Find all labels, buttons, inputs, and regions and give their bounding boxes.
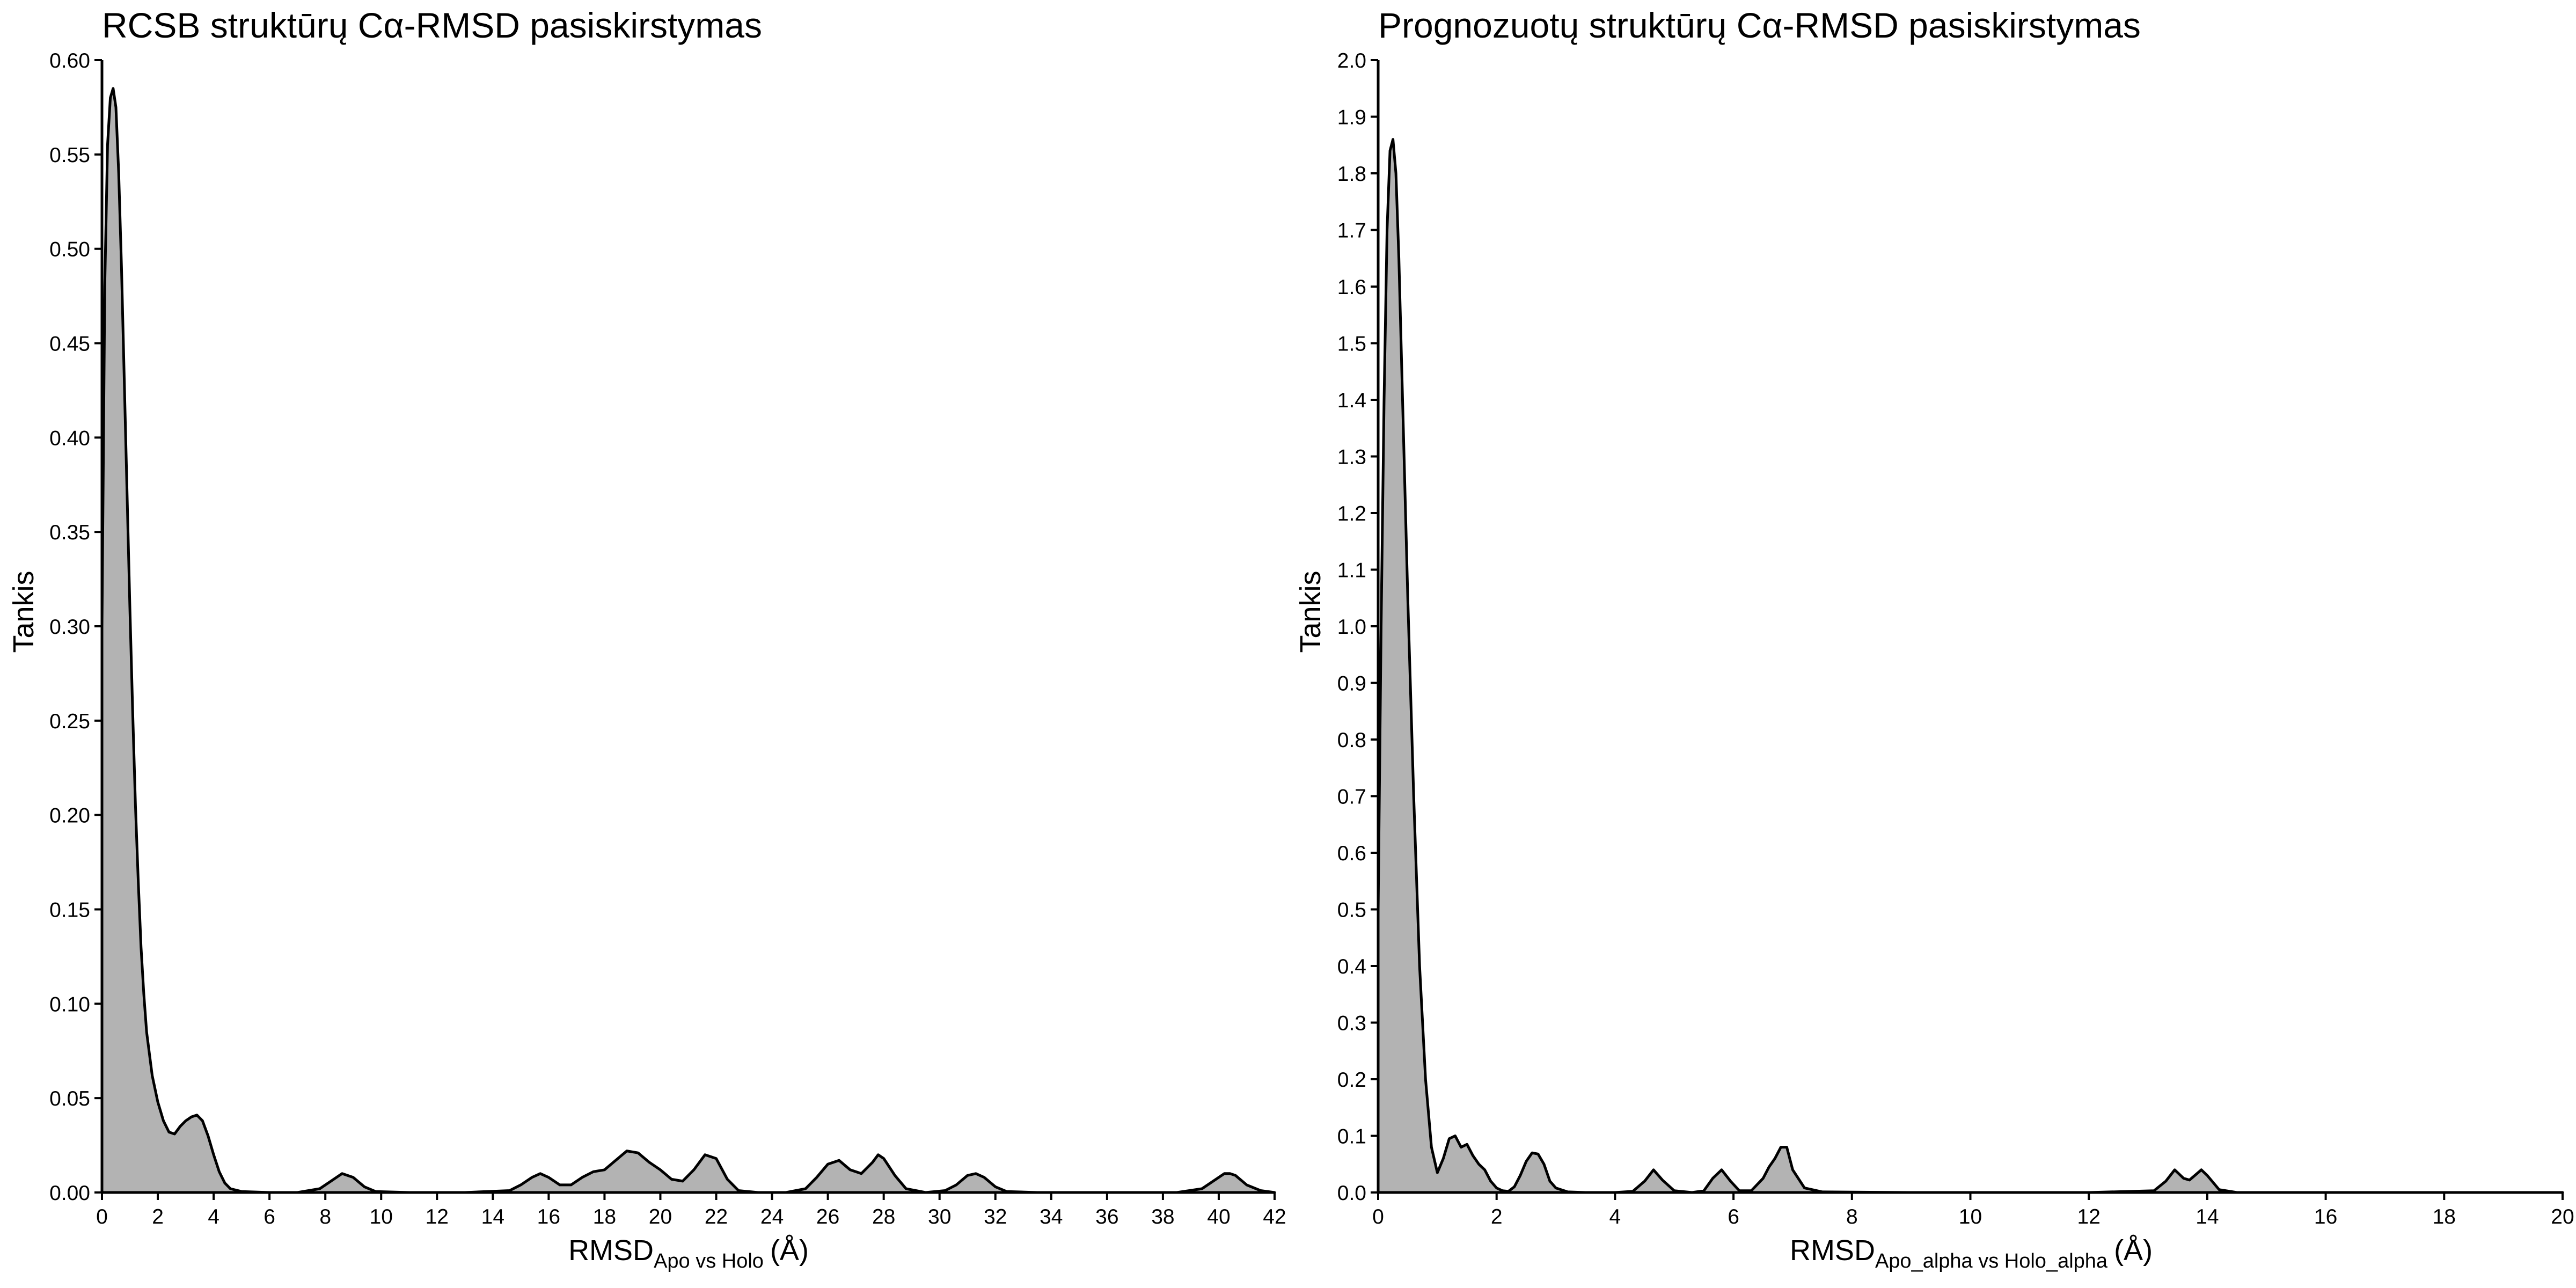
x-tick-label: 2 [152, 1205, 164, 1228]
y-tick-label: 0.9 [1337, 672, 1366, 696]
y-tick-label: 0.6 [1337, 842, 1366, 865]
y-tick-label: 1.3 [1337, 446, 1366, 469]
y-tick-label: 0.25 [49, 710, 90, 733]
x-tick-label: 40 [1207, 1205, 1230, 1228]
chart-title: RCSB struktūrų Cα-RMSD pasiskirstymas [102, 5, 762, 45]
chart-rcsb: RCSB struktūrų Cα-RMSD pasiskirstymas Ta… [8, 5, 1286, 1272]
y-tick-label: 1.1 [1337, 559, 1366, 582]
y-axis: 0.00 0.05 0.10 0.15 0.20 0.25 0.30 0.35 0.40 0.45… [49, 49, 104, 1205]
y-axis-title: Tankis [1294, 570, 1327, 653]
x-tick-label: 34 [1040, 1205, 1063, 1228]
y-tick-label: 0.3 [1337, 1012, 1366, 1035]
x-tick-label: 14 [481, 1205, 504, 1228]
y-tick-label: 0.8 [1337, 729, 1366, 752]
x-tick-label: 26 [816, 1205, 839, 1228]
y-tick-label: 0.2 [1337, 1069, 1366, 1092]
x-tick-label: 20 [649, 1205, 672, 1228]
y-tick-label: 0.35 [49, 521, 90, 544]
y-tick-label: 2.0 [1337, 49, 1366, 72]
x-tick-label: 30 [928, 1205, 951, 1228]
y-tick-label: 0.30 [49, 616, 90, 639]
y-axis-title: Tankis [8, 570, 40, 653]
chart-title: Prognozuotų struktūrų Cα-RMSD pasiskirst… [1378, 5, 2141, 45]
x-axis: 0 2 4 6 8 10 12 14 16 18 20 [1372, 1191, 2574, 1228]
y-tick-label: 0.05 [49, 1087, 90, 1110]
y-tick-label: 1.2 [1337, 502, 1366, 525]
x-tick-label: 4 [1609, 1205, 1621, 1228]
y-tick-label: 0.00 [49, 1182, 90, 1205]
x-tick-label: 2 [1491, 1205, 1503, 1228]
y-tick-label: 0.20 [49, 804, 90, 828]
y-tick-label: 1.7 [1337, 219, 1366, 243]
y-tick-label: 1.8 [1337, 163, 1366, 186]
x-tick-label: 6 [1728, 1205, 1739, 1228]
x-tick-label: 8 [319, 1205, 331, 1228]
y-tick-label: 0.50 [49, 238, 90, 261]
x-axis-title-main: RMSD [568, 1234, 654, 1267]
x-tick-label: 18 [593, 1205, 616, 1228]
x-tick-label: 4 [208, 1205, 219, 1228]
x-axis: 0 2 4 6 8 10 12 14 16 18 20 22 24 26 28 30 32 34 36 38 40 42 [96, 1191, 1286, 1228]
y-tick-label: 1.5 [1337, 333, 1366, 356]
x-tick-label: 0 [1372, 1205, 1384, 1228]
x-tick-label: 18 [2433, 1205, 2456, 1228]
y-tick-label: 0.60 [49, 49, 90, 72]
x-tick-label: 16 [537, 1205, 560, 1228]
x-tick-label: 12 [426, 1205, 449, 1228]
y-tick-label: 1.0 [1337, 616, 1366, 639]
y-tick-label: 0.0 [1337, 1182, 1366, 1205]
x-tick-label: 8 [1846, 1205, 1858, 1228]
y-tick-label: 1.4 [1337, 389, 1366, 412]
y-tick-label: 0.7 [1337, 786, 1366, 809]
x-axis-title-main: RMSD [1790, 1234, 1875, 1267]
x-tick-label: 16 [2314, 1205, 2337, 1228]
x-tick-label: 10 [1959, 1205, 1982, 1228]
x-tick-label: 24 [760, 1205, 784, 1228]
x-tick-label: 22 [705, 1205, 728, 1228]
x-tick-label: 36 [1095, 1205, 1118, 1228]
y-tick-label: 0.10 [49, 993, 90, 1016]
y-tick-label: 0.4 [1337, 955, 1366, 978]
x-tick-label: 12 [2077, 1205, 2101, 1228]
x-tick-label: 14 [2196, 1205, 2219, 1228]
x-tick-label: 10 [370, 1205, 393, 1228]
x-tick-label: 42 [1263, 1205, 1286, 1228]
y-tick-label: 0.15 [49, 899, 90, 922]
y-tick-label: 1.9 [1337, 106, 1366, 129]
x-axis-title-unit: (Å) [2114, 1234, 2153, 1267]
y-tick-label: 0.55 [49, 144, 90, 167]
x-axis-title-unit: (Å) [770, 1234, 809, 1267]
y-tick-label: 0.1 [1337, 1125, 1366, 1148]
x-tick-label: 6 [264, 1205, 275, 1228]
x-tick-label: 32 [984, 1205, 1007, 1228]
y-tick-label: 1.6 [1337, 276, 1366, 299]
x-axis-title: RMSDApo_alpha vs Holo_alpha (Å) [1790, 1234, 2153, 1272]
x-axis-title-subscript: Apo vs Holo [654, 1250, 764, 1272]
y-axis: 0.0 0.1 0.2 0.3 0.4 0.5 0.6 0.7 0.8 0.9 1.0 1.1 1.2 1… [1337, 49, 1380, 1205]
chart-predicted: Prognozuotų struktūrų Cα-RMSD pasiskirst… [1294, 5, 2574, 1272]
plot-area [100, 87, 1276, 1194]
y-tick-label: 0.5 [1337, 899, 1366, 922]
x-tick-label: 0 [96, 1205, 108, 1228]
x-axis-title: RMSDApo vs Holo (Å) [568, 1234, 809, 1272]
y-tick-label: 0.45 [49, 333, 90, 356]
y-tick-label: 0.40 [49, 427, 90, 450]
x-tick-label: 28 [872, 1205, 895, 1228]
density-area-0 [100, 87, 1276, 1194]
x-tick-label: 20 [2551, 1205, 2574, 1228]
x-tick-label: 38 [1151, 1205, 1174, 1228]
x-axis-title-subscript: Apo_alpha vs Holo_alpha [1875, 1250, 2108, 1272]
